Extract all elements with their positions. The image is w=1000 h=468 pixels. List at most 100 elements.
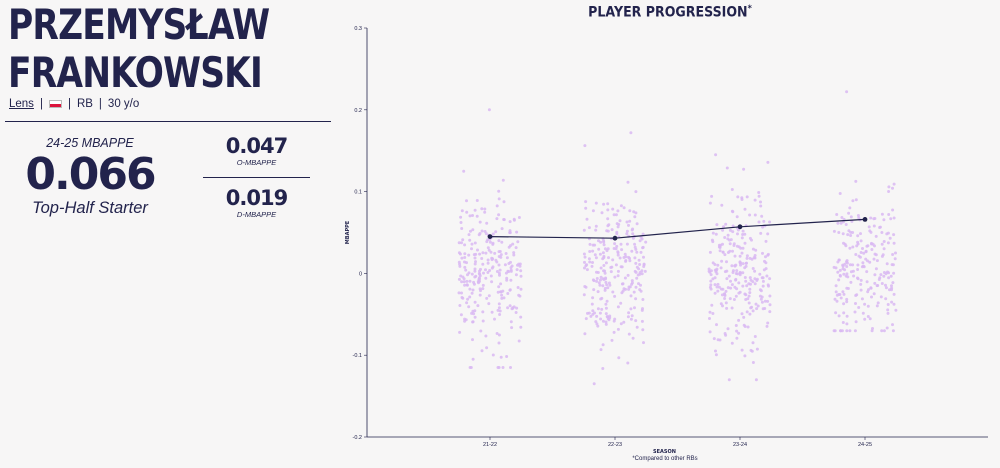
- distribution-dot: [505, 256, 509, 260]
- distribution-dot: [616, 250, 620, 254]
- distribution-dot: [741, 262, 745, 266]
- distribution-dot: [730, 264, 734, 268]
- x-tick-label: 23-24: [733, 442, 747, 448]
- distribution-dot: [717, 245, 721, 249]
- distribution-dot: [606, 317, 610, 321]
- distribution-dot: [626, 361, 630, 365]
- distribution-dot: [603, 288, 607, 292]
- distribution-dot: [477, 272, 481, 275]
- distribution-dot: [761, 279, 765, 283]
- distribution-dot: [465, 279, 469, 283]
- y-tick-label: -0.2: [353, 435, 362, 441]
- distribution-dot: [606, 208, 610, 212]
- distribution-dot: [758, 272, 762, 276]
- distribution-dot: [741, 271, 745, 275]
- distribution-dot: [628, 256, 631, 260]
- distribution-dot: [468, 279, 472, 283]
- distribution-dot: [856, 268, 860, 271]
- distribution-dot: [465, 283, 469, 287]
- distribution-dot: [862, 251, 866, 255]
- distribution-dot: [837, 258, 841, 262]
- distribution-dot: [460, 209, 464, 213]
- distribution-dot: [761, 307, 765, 311]
- distribution-dot: [639, 250, 643, 254]
- distribution-dot: [866, 315, 870, 318]
- distribution-dot: [459, 215, 463, 219]
- distribution-dot: [721, 304, 724, 308]
- distribution-dot: [599, 317, 603, 321]
- distribution-dot: [839, 329, 842, 333]
- chart-title-text: PLAYER PROGRESSION: [588, 4, 748, 21]
- distribution-dot: [635, 222, 639, 226]
- distribution-dot: [626, 315, 630, 319]
- distribution-dot: [498, 313, 502, 316]
- distribution-dot: [841, 321, 845, 324]
- distribution-dot: [856, 276, 859, 280]
- distribution-dot: [714, 353, 718, 357]
- distribution-dot: [604, 322, 608, 326]
- distribution-dot: [607, 223, 611, 227]
- distribution-dot: [625, 220, 629, 224]
- distribution-dot: [768, 294, 772, 298]
- distribution-dot: [473, 315, 477, 319]
- distribution-dot: [460, 256, 464, 260]
- distribution-dot: [713, 268, 717, 272]
- distribution-dot: [743, 232, 747, 236]
- distribution-dot: [880, 329, 884, 333]
- distribution-dot: [856, 240, 860, 244]
- distribution-dot: [734, 263, 738, 267]
- distribution-dot: [630, 249, 634, 253]
- distribution-dot: [886, 308, 890, 312]
- distribution-dot: [458, 264, 462, 268]
- distribution-dot: [753, 282, 757, 286]
- distribution-dot: [759, 231, 763, 235]
- distribution-dot: [591, 312, 595, 316]
- distribution-dot: [880, 242, 884, 246]
- distribution-dot: [641, 232, 645, 236]
- distribution-dot: [845, 329, 849, 333]
- distribution-dot: [478, 279, 481, 283]
- club-link[interactable]: Lens: [9, 98, 34, 110]
- distribution-dot: [742, 167, 746, 171]
- distribution-dot: [613, 242, 617, 246]
- player-age: 30 y/o: [107, 98, 140, 110]
- distribution-dot: [754, 378, 758, 382]
- distribution-dot: [710, 303, 714, 307]
- distribution-dot: [604, 320, 608, 324]
- distribution-dot: [642, 255, 645, 259]
- distribution-dot: [757, 191, 761, 194]
- distribution-dot: [724, 333, 728, 337]
- distribution-dot: [845, 297, 849, 301]
- distribution-dot: [599, 278, 602, 282]
- distribution-dot: [757, 194, 761, 198]
- distribution-dot: [499, 253, 503, 257]
- distribution-dot: [708, 317, 711, 320]
- distribution-dot: [761, 225, 765, 229]
- distribution-dot: [635, 276, 639, 280]
- distribution-dot: [845, 300, 849, 304]
- distribution-dot: [726, 233, 730, 237]
- distribution-dot: [865, 280, 869, 284]
- distribution-dot: [764, 239, 768, 243]
- distribution-dot: [868, 260, 872, 264]
- distribution-dot: [707, 267, 711, 271]
- distribution-dot: [459, 313, 463, 317]
- distribution-dot: [457, 291, 461, 295]
- distribution-dot: [466, 273, 469, 277]
- distribution-dot: [731, 249, 734, 253]
- distribution-dot: [595, 322, 599, 326]
- distribution-dot: [632, 290, 636, 294]
- tier-label: Top-Half Starter: [32, 199, 148, 217]
- distribution-dot: [481, 262, 485, 266]
- distribution-dot: [730, 341, 734, 345]
- distribution-dot: [719, 302, 723, 306]
- distribution-dot: [859, 239, 863, 243]
- distribution-dot: [457, 251, 461, 255]
- distribution-dot: [857, 306, 861, 309]
- distribution-dot: [585, 217, 589, 221]
- distribution-dot: [484, 268, 487, 272]
- distribution-dot: [491, 242, 495, 246]
- distribution-dot: [511, 306, 515, 310]
- distribution-dot: [724, 301, 728, 305]
